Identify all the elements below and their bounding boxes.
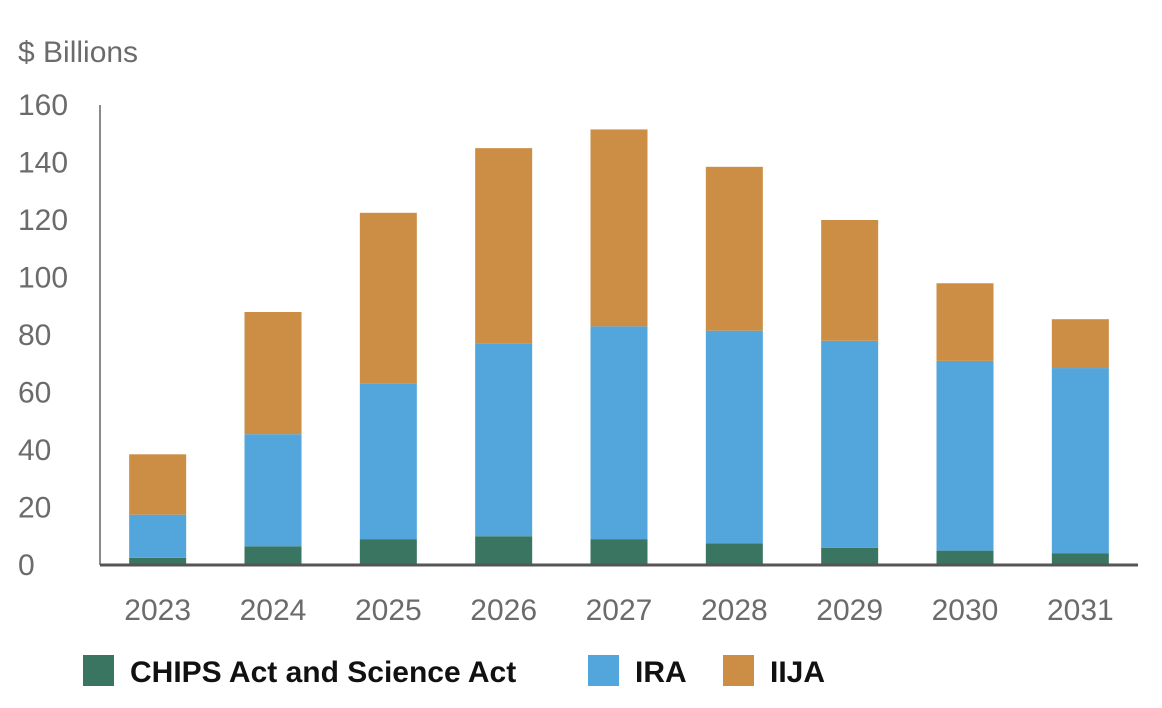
legend-label: CHIPS Act and Science Act [130,656,516,689]
legend-label: IRA [635,656,687,689]
x-tick-label: 2026 [470,594,537,627]
bar-segment-iija-2030 [936,283,994,361]
x-tick-label: 2031 [1047,594,1114,627]
bar-segment-ira-2025 [359,383,417,540]
bar-segment-iija-2026 [475,148,533,344]
bar-segment-ira-2031 [1051,368,1109,554]
bars [129,129,1109,565]
x-axis-ticks: 2023 2024 2025 2026 2027 2028 2029 2030 2031 [124,594,1113,627]
x-tick-label: 2029 [816,594,883,627]
y-axis-title: $ Billions [18,36,138,69]
bar-segment-iija-2031 [1051,319,1109,369]
bar-segment-ira-2030 [936,360,994,551]
x-tick-label: 2023 [124,594,191,627]
y-tick-label: 160 [18,89,68,122]
y-tick-label: 80 [18,319,51,352]
y-tick-label: 60 [18,377,51,410]
bar-segment-iija-2029 [821,220,879,341]
bar-segment-chips-2027 [590,539,648,565]
y-tick-label: 40 [18,434,51,467]
bar-segment-ira-2024 [244,434,302,547]
legend-label: IIJA [770,656,825,689]
bar-segment-chips-2031 [1051,553,1109,565]
bar-segment-chips-2023 [129,557,187,565]
bar-segment-ira-2028 [705,330,763,544]
bar-segment-chips-2028 [705,543,763,565]
bar-segment-iija-2027 [590,129,648,327]
bar-segment-iija-2024 [244,312,302,435]
legend: CHIPS Act and Science Act IRA IIJA [83,655,825,689]
bar-segment-chips-2029 [821,547,879,565]
bar-segment-chips-2025 [359,539,417,565]
y-axis-ticks: 0 20 40 60 80 100 120 140 160 [18,89,68,582]
x-tick-label: 2027 [586,594,653,627]
y-tick-label: 140 [18,147,68,180]
x-tick-label: 2030 [932,594,999,627]
y-tick-label: 120 [18,204,68,237]
y-tick-label: 0 [18,549,35,582]
bar-segment-ira-2023 [129,514,187,558]
bar-segment-ira-2026 [475,343,533,537]
legend-swatch [723,655,754,686]
bar-segment-iija-2023 [129,454,187,515]
bar-segment-ira-2029 [821,340,879,548]
y-tick-label: 20 [18,492,51,525]
bar-segment-chips-2024 [244,546,302,565]
x-tick-label: 2028 [701,594,768,627]
legend-swatch [83,655,114,686]
bar-segment-iija-2028 [705,166,763,331]
legend-swatch [588,655,619,686]
x-tick-label: 2025 [355,594,422,627]
bar-segment-chips-2030 [936,550,994,565]
bar-segment-chips-2026 [475,536,533,565]
bar-segment-iija-2025 [359,212,417,384]
bar-segment-ira-2027 [590,326,648,540]
y-tick-label: 100 [18,262,68,295]
x-tick-label: 2024 [240,594,307,627]
